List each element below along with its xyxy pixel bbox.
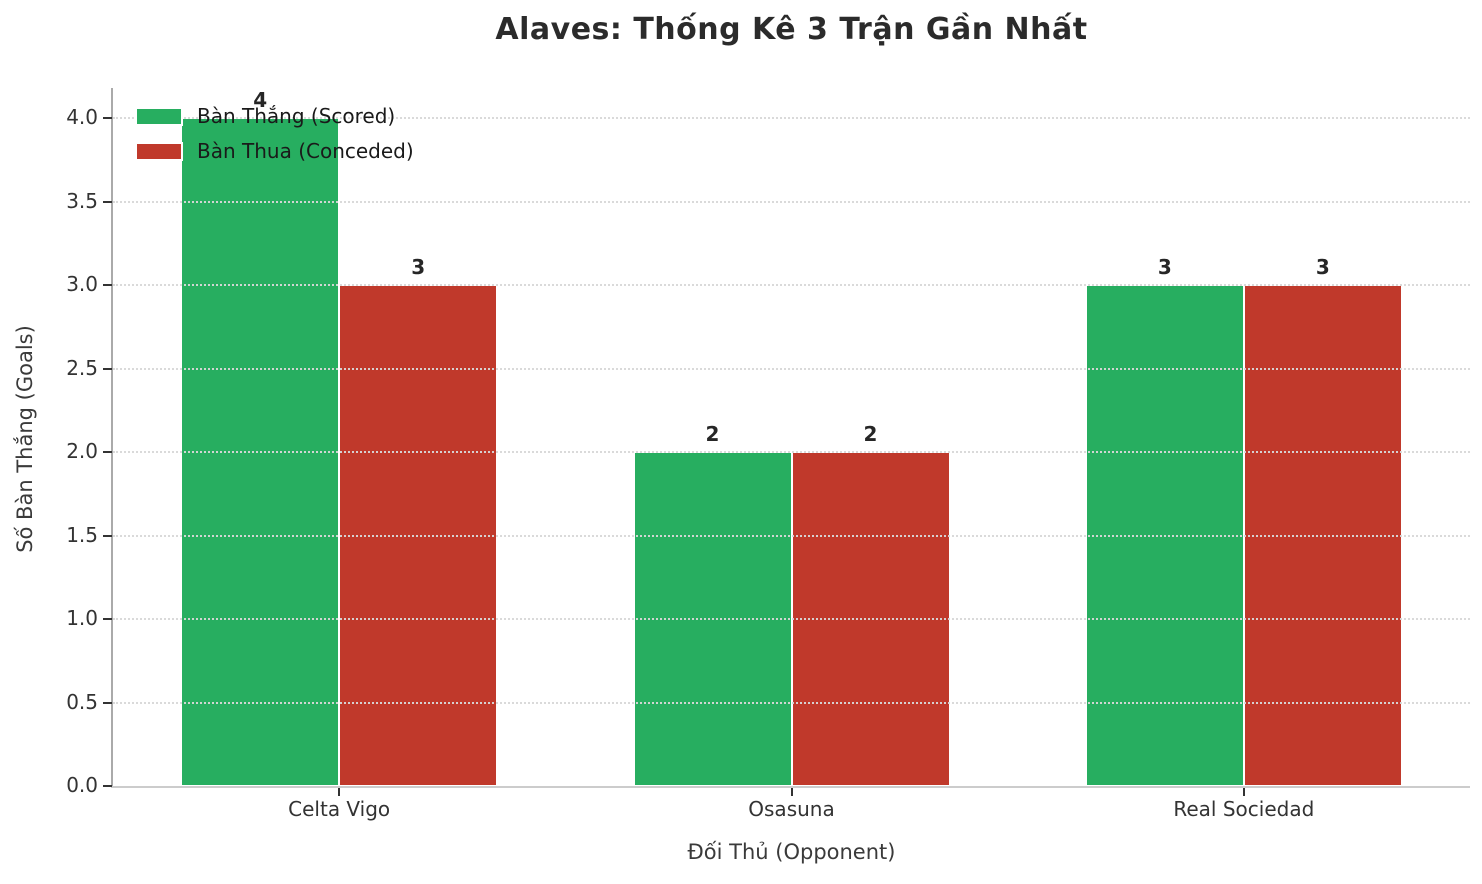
bar-value-label: 4: [253, 88, 268, 113]
x-axis-label: Đối Thủ (Opponent): [687, 840, 896, 864]
y-tick-label: 1.0: [66, 606, 98, 630]
y-tick-mark: [103, 367, 112, 370]
conceded-series-swatch-icon: [135, 141, 183, 161]
y-tick-label: 3.5: [66, 188, 98, 213]
x-tick-label-osasuna: Osasuna: [748, 797, 835, 821]
y-tick-label: 4.0: [66, 105, 98, 130]
y-tick-mark: [103, 200, 112, 203]
gridline: [113, 200, 1470, 203]
y-tick-mark: [103, 534, 112, 537]
y-tick-label: 0.5: [66, 689, 98, 714]
y-tick-label: 2.0: [66, 439, 98, 464]
x-tick-label-real-sociedad: Real Sociedad: [1173, 797, 1315, 821]
y-tick-mark: [103, 701, 112, 704]
legend: Bàn Thắng (Scored) Bàn Thua (Conceded): [135, 104, 414, 174]
bar-value-label: 2: [863, 422, 878, 447]
plot-area: [113, 88, 1470, 786]
gridline: [113, 534, 1470, 537]
y-tick-label: 0.0: [66, 773, 98, 797]
bar-value-label: 2: [705, 422, 720, 447]
x-tick-label-celta-vigo: Celta Vigo: [288, 797, 391, 821]
x-tick-mark: [1242, 788, 1245, 796]
y-tick-label: 1.5: [66, 522, 98, 547]
chart-title: Alaves: Thống Kê 3 Trận Gần Nhất: [495, 12, 1088, 47]
x-axis-spine: [111, 786, 1470, 788]
y-tick-mark: [103, 451, 112, 454]
y-tick-mark: [103, 117, 112, 120]
x-tick-mark: [790, 788, 793, 796]
gridline: [113, 618, 1470, 620]
x-tick-mark: [338, 788, 341, 796]
gridline: [113, 284, 1470, 287]
legend-item-conceded: Bàn Thua (Conceded): [135, 139, 414, 163]
y-tick-label: 3.0: [66, 272, 98, 297]
y-tick-mark: [103, 284, 112, 287]
y-axis-spine: [111, 88, 113, 788]
legend-label-conceded: Bàn Thua (Conceded): [197, 139, 414, 163]
bar-value-label: 3: [1315, 255, 1330, 280]
y-tick-label: 2.5: [66, 355, 98, 380]
gridline: [113, 117, 1470, 120]
y-tick-mark: [103, 618, 112, 620]
y-tick-mark: [103, 785, 112, 787]
bar-value-label: 3: [1157, 255, 1172, 280]
gridline: [113, 367, 1470, 370]
legend-item-scored: Bàn Thắng (Scored): [135, 104, 414, 128]
legend-label-scored: Bàn Thắng (Scored): [197, 104, 396, 128]
bar-value-label: 3: [411, 255, 426, 280]
gridline: [113, 701, 1470, 704]
scored-series-swatch-icon: [135, 106, 183, 126]
gridline: [113, 451, 1470, 454]
